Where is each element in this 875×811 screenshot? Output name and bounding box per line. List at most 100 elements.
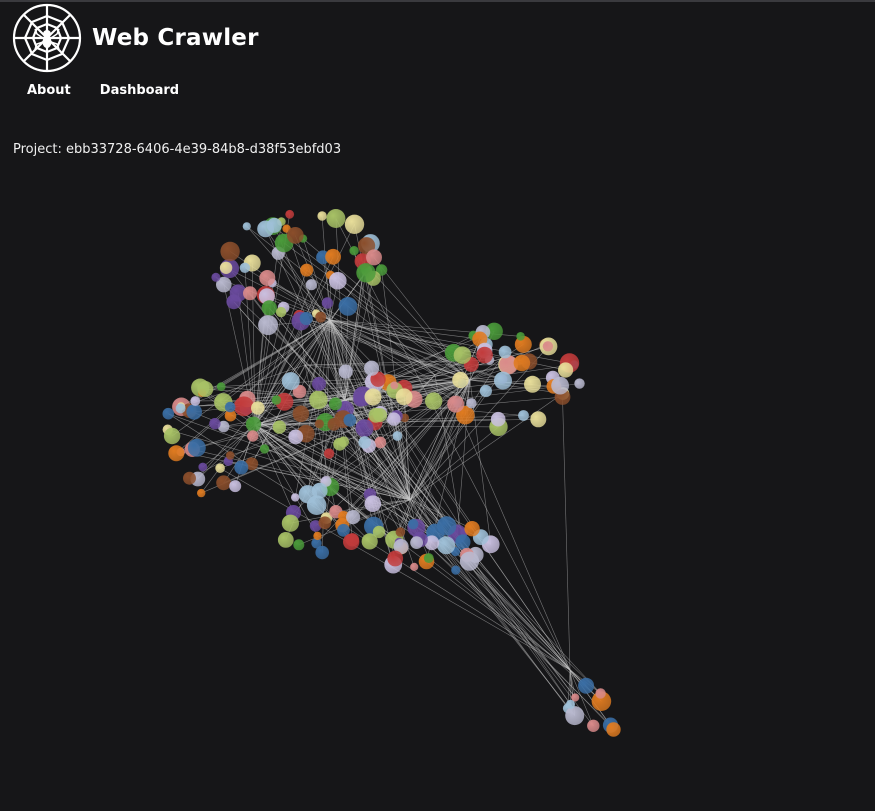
graph-node[interactable] xyxy=(358,436,372,449)
graph-node[interactable] xyxy=(513,354,531,372)
graph-node[interactable] xyxy=(261,300,277,316)
graph-node[interactable] xyxy=(499,355,519,375)
graph-node[interactable] xyxy=(408,519,419,530)
graph-node[interactable] xyxy=(198,462,208,472)
graph-node[interactable] xyxy=(242,222,251,231)
graph-node[interactable] xyxy=(424,535,440,551)
graph-node[interactable] xyxy=(293,539,305,551)
graph-node[interactable] xyxy=(387,550,404,567)
graph-node[interactable] xyxy=(358,237,376,255)
graph-node[interactable] xyxy=(225,451,235,460)
graph-node[interactable] xyxy=(410,536,423,549)
spiderweb-icon[interactable] xyxy=(12,3,82,73)
graph-node[interactable] xyxy=(453,346,472,364)
graph-node[interactable] xyxy=(306,495,327,515)
graph-node[interactable] xyxy=(485,322,503,340)
graph-node[interactable] xyxy=(277,532,294,548)
graph-node[interactable] xyxy=(338,297,358,316)
graph-node[interactable] xyxy=(516,332,525,341)
graph-node[interactable] xyxy=(285,209,295,219)
graph-node[interactable] xyxy=(312,376,326,391)
graph-node[interactable] xyxy=(345,533,360,547)
graph-node[interactable] xyxy=(329,272,347,290)
graph-node[interactable] xyxy=(229,480,242,493)
graph-node[interactable] xyxy=(464,521,480,537)
graph-node[interactable] xyxy=(372,525,386,539)
graph-node[interactable] xyxy=(518,410,529,421)
graph-node[interactable] xyxy=(292,405,310,423)
graph-node[interactable] xyxy=(578,677,595,694)
graph-node[interactable] xyxy=(571,693,580,702)
graph-node[interactable] xyxy=(338,436,350,448)
graph-node[interactable] xyxy=(325,248,341,265)
graph-node[interactable] xyxy=(587,719,600,732)
graph-node[interactable] xyxy=(234,396,254,417)
graph-node[interactable] xyxy=(258,315,279,336)
graph-node[interactable] xyxy=(243,286,257,301)
graph-node[interactable] xyxy=(476,346,493,364)
graph-node[interactable] xyxy=(392,431,403,441)
graph-node[interactable] xyxy=(447,395,465,413)
graph-node[interactable] xyxy=(366,249,382,266)
nav-about-link[interactable]: About xyxy=(27,83,71,98)
graph-node[interactable] xyxy=(187,438,206,457)
graph-node[interactable] xyxy=(437,516,457,536)
graph-node[interactable] xyxy=(219,261,233,274)
graph-node[interactable] xyxy=(364,360,380,376)
graph-node[interactable] xyxy=(459,551,480,571)
graph-node[interactable] xyxy=(558,362,574,378)
graph-node[interactable] xyxy=(305,279,317,291)
graph-node[interactable] xyxy=(606,722,621,737)
graph-node[interactable] xyxy=(524,375,541,393)
graph-node[interactable] xyxy=(375,264,388,276)
graph-node[interactable] xyxy=(163,427,181,445)
graph-node[interactable] xyxy=(343,413,357,427)
graph-node[interactable] xyxy=(183,471,196,485)
graph-node[interactable] xyxy=(220,241,240,262)
graph-node[interactable] xyxy=(309,390,328,410)
graph-node[interactable] xyxy=(423,553,434,564)
graph-node[interactable] xyxy=(168,445,185,462)
graph-node[interactable] xyxy=(393,539,409,555)
graph-node[interactable] xyxy=(328,397,342,411)
graph-node[interactable] xyxy=(258,288,275,305)
graph-node[interactable] xyxy=(323,448,335,459)
graph-node[interactable] xyxy=(224,401,236,413)
graph-node[interactable] xyxy=(370,371,386,387)
graph-node[interactable] xyxy=(250,401,265,415)
graph-node[interactable] xyxy=(217,420,230,433)
graph-node[interactable] xyxy=(209,418,221,430)
graph-node[interactable] xyxy=(498,345,512,359)
graph-node[interactable] xyxy=(338,364,353,379)
graph-node[interactable] xyxy=(313,531,322,541)
graph-node[interactable] xyxy=(234,460,249,475)
graph-node[interactable] xyxy=(239,262,251,273)
graph-node[interactable] xyxy=(216,276,232,293)
graph-node[interactable] xyxy=(247,430,259,442)
graph-node[interactable] xyxy=(257,220,274,238)
graph-node[interactable] xyxy=(318,516,332,530)
graph-node[interactable] xyxy=(286,227,304,244)
graph-node[interactable] xyxy=(311,538,322,549)
graph-node[interactable] xyxy=(425,392,443,410)
graph-node[interactable] xyxy=(337,523,350,537)
graph-node[interactable] xyxy=(245,457,259,471)
graph-node[interactable] xyxy=(259,270,276,286)
graph-node[interactable] xyxy=(364,495,382,512)
graph-node[interactable] xyxy=(211,272,221,282)
graph-node[interactable] xyxy=(565,706,585,726)
graph-node[interactable] xyxy=(349,246,359,256)
graph-node[interactable] xyxy=(374,436,387,449)
graph-node[interactable] xyxy=(317,211,327,221)
graph-node[interactable] xyxy=(542,341,554,352)
graph-node[interactable] xyxy=(356,263,376,283)
graph-node[interactable] xyxy=(530,411,547,428)
graph-node[interactable] xyxy=(565,699,576,710)
graph-node[interactable] xyxy=(309,520,322,532)
graph-node[interactable] xyxy=(315,311,327,323)
graph-node[interactable] xyxy=(355,419,374,438)
graph-node[interactable] xyxy=(224,409,237,422)
graph-node[interactable] xyxy=(288,429,304,445)
graph-node[interactable] xyxy=(387,412,401,426)
graph-node[interactable] xyxy=(197,488,206,498)
